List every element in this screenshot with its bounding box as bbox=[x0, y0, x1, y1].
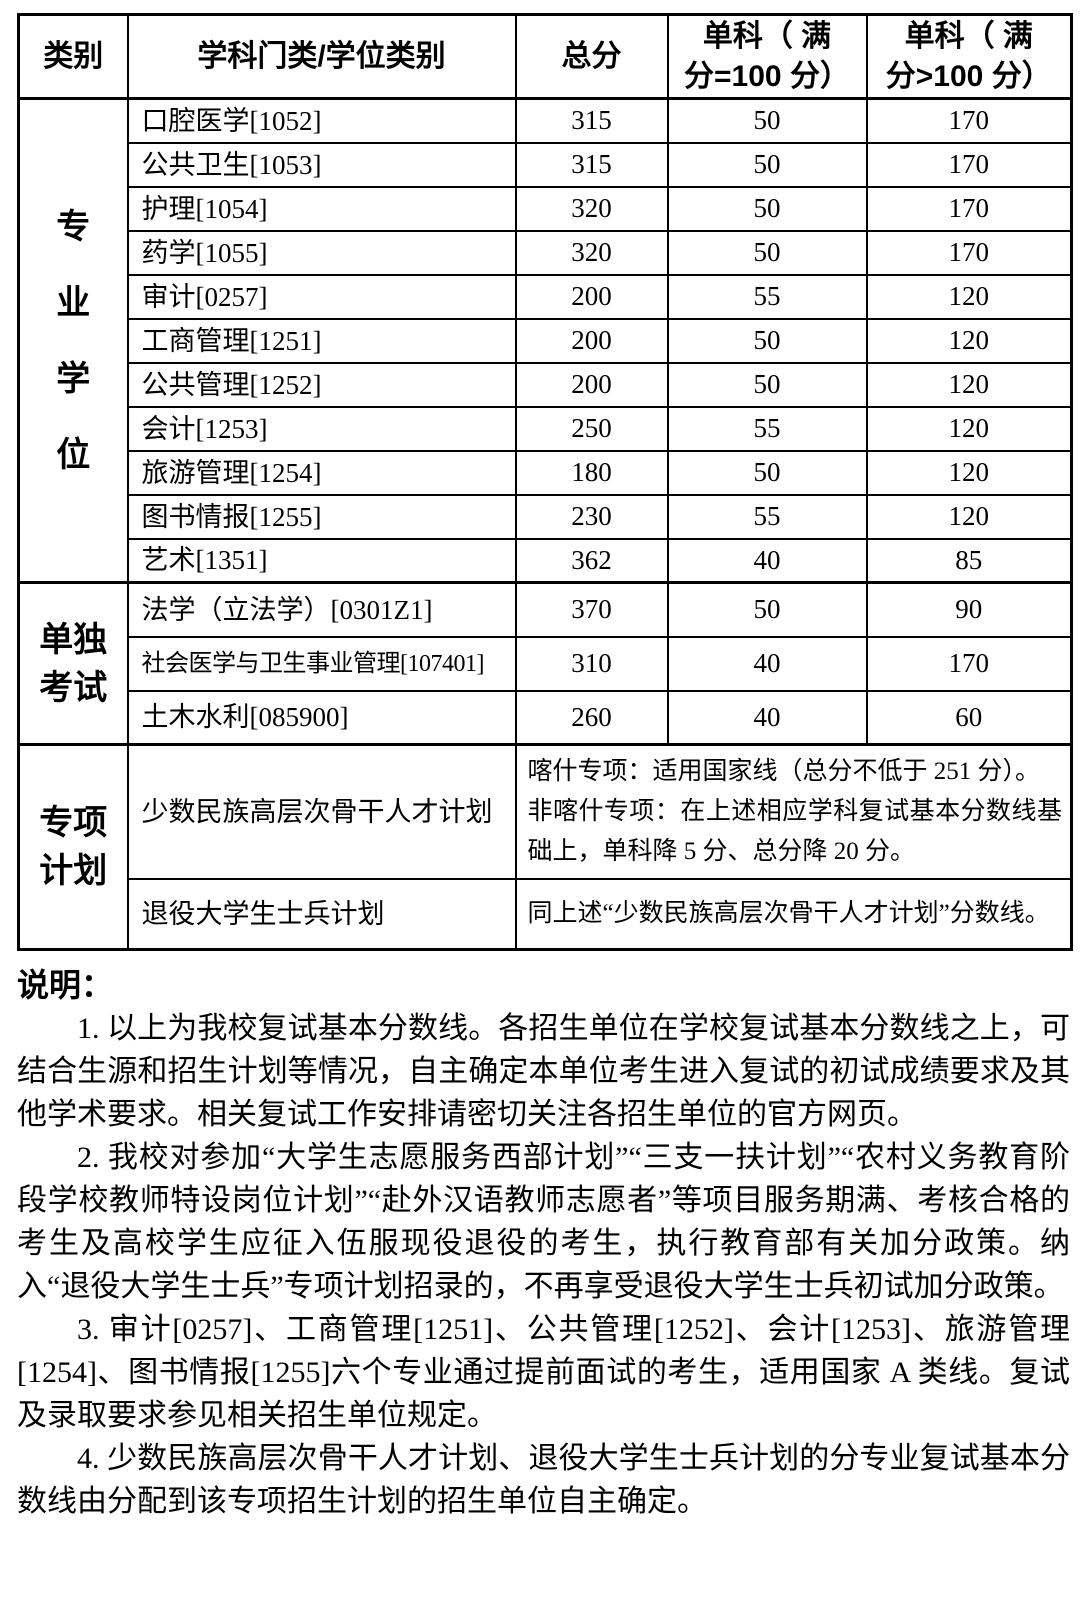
table-row: 退役大学生士兵计划 同上述“少数民族高层次骨干人才计划”分数线。 bbox=[19, 878, 1073, 950]
subject-cell: 社会医学与卫生事业管理[107401] bbox=[126, 635, 517, 692]
single-100-cell: 50 bbox=[666, 581, 868, 638]
total-score-cell: 260 bbox=[514, 689, 669, 746]
single-100-cell: 40 bbox=[666, 635, 868, 692]
subject-cell: 土木水利[085900] bbox=[126, 689, 517, 746]
subject-cell: 药学[1055] bbox=[126, 229, 517, 276]
subject-cell: 法学（立法学）[0301Z1] bbox=[126, 581, 517, 638]
single-100-cell: 55 bbox=[666, 273, 868, 320]
single-100-cell: 55 bbox=[666, 493, 868, 540]
single-100plus-cell: 170 bbox=[865, 635, 1073, 692]
single-100plus-cell: 120 bbox=[865, 273, 1073, 320]
table-row: 工商管理[1251] 200 50 120 bbox=[19, 317, 1073, 364]
single-100plus-cell: 85 bbox=[865, 537, 1073, 584]
subject-cell: 审计[0257] bbox=[126, 273, 517, 320]
single-100plus-cell: 90 bbox=[865, 581, 1073, 638]
table-row: 单独 考试 法学（立法学）[0301Z1] 370 50 90 bbox=[17, 581, 1073, 746]
total-score-cell: 320 bbox=[514, 185, 669, 232]
note-paragraph-4: 4. 少数民族高层次骨干人才计划、退役大学生士兵计划的分专业复试基本分数线由分配… bbox=[17, 1441, 1070, 1518]
score-cutoff-table: 类别 学科门类/学位类别 总分 单科（ 满 分=100 分） 单科（ 满 分>1… bbox=[17, 13, 1073, 951]
note-paragraph-3: 3. 审计[0257]、工商管理[1251]、公共管理[1252]、会计[125… bbox=[17, 1312, 1070, 1432]
single-100plus-cell: 170 bbox=[865, 229, 1073, 276]
total-score-cell: 310 bbox=[514, 635, 669, 692]
single-100-cell: 50 bbox=[666, 97, 868, 144]
category-label: 专 业 学 位 bbox=[56, 207, 91, 474]
single-100plus-cell: 170 bbox=[865, 141, 1073, 188]
total-score-cell: 370 bbox=[514, 581, 669, 638]
category-special-program: 专项 计划 bbox=[17, 743, 129, 950]
subject-cell: 少数民族高层次骨干人才计划 bbox=[126, 743, 517, 880]
category-label: 专项 计划 bbox=[39, 803, 108, 890]
subject-cell: 图书情报[1255] bbox=[126, 493, 517, 540]
header-total-score: 总分 bbox=[514, 13, 669, 100]
single-100-cell: 50 bbox=[666, 229, 868, 276]
total-score-cell: 200 bbox=[514, 317, 669, 364]
table-row: 公共管理[1252] 200 50 120 bbox=[19, 361, 1073, 408]
category-professional-degree: 专 业 学 位 bbox=[17, 97, 129, 584]
total-score-cell: 315 bbox=[514, 141, 669, 188]
table-row: 专项 计划 少数民族高层次骨干人才计划 喀什专项：适用国家线（总分不低于 251… bbox=[17, 743, 1073, 950]
header-discipline: 学科门类/学位类别 bbox=[126, 13, 517, 100]
header-single-subject-eq-100: 单科（ 满 分=100 分） bbox=[666, 13, 868, 100]
category-label: 单独 考试 bbox=[39, 620, 108, 707]
subject-cell: 退役大学生士兵计划 bbox=[126, 878, 517, 950]
table-row: 药学[1055] 320 50 170 bbox=[19, 229, 1073, 276]
table-row: 土木水利[085900] 260 40 60 bbox=[19, 689, 1073, 746]
single-100plus-cell: 120 bbox=[865, 405, 1073, 452]
single-100plus-cell: 120 bbox=[865, 493, 1073, 540]
table-row: 公共卫生[1053] 315 50 170 bbox=[19, 141, 1073, 188]
subject-cell: 公共卫生[1053] bbox=[126, 141, 517, 188]
subject-cell: 口腔医学[1052] bbox=[126, 97, 517, 144]
table-body: 专 业 学 位 口腔医学[1052] 315 50 170 公共卫生[1053]… bbox=[17, 97, 1073, 950]
subject-cell: 工商管理[1251] bbox=[126, 317, 517, 364]
special-rule-cell: 喀什专项：适用国家线（总分不低于 251 分）。 非喀什专项：在上述相应学科复试… bbox=[514, 743, 1073, 880]
total-score-cell: 180 bbox=[514, 449, 669, 496]
table-row: 护理[1054] 320 50 170 bbox=[19, 185, 1073, 232]
subject-cell: 护理[1054] bbox=[126, 185, 517, 232]
table-row: 图书情报[1255] 230 55 120 bbox=[19, 493, 1073, 540]
single-100-cell: 50 bbox=[666, 449, 868, 496]
single-100plus-cell: 120 bbox=[865, 317, 1073, 364]
single-100-cell: 50 bbox=[666, 185, 868, 232]
table-row: 艺术[1351] 362 40 85 bbox=[19, 537, 1073, 584]
single-100plus-cell: 120 bbox=[865, 449, 1073, 496]
single-100plus-cell: 60 bbox=[865, 689, 1073, 746]
total-score-cell: 320 bbox=[514, 229, 669, 276]
subject-cell: 公共管理[1252] bbox=[126, 361, 517, 408]
total-score-cell: 362 bbox=[514, 537, 669, 584]
table-row: 旅游管理[1254] 180 50 120 bbox=[19, 449, 1073, 496]
subject-cell: 艺术[1351] bbox=[126, 537, 517, 584]
table-row: 审计[0257] 200 55 120 bbox=[19, 273, 1073, 320]
total-score-cell: 230 bbox=[514, 493, 669, 540]
total-score-cell: 250 bbox=[514, 405, 669, 452]
header-category: 类别 bbox=[17, 13, 129, 100]
single-100-cell: 50 bbox=[666, 141, 868, 188]
single-100-cell: 55 bbox=[666, 405, 868, 452]
subject-cell: 会计[1253] bbox=[126, 405, 517, 452]
special-rule-cell: 同上述“少数民族高层次骨干人才计划”分数线。 bbox=[514, 878, 1073, 950]
table-row: 专 业 学 位 口腔医学[1052] 315 50 170 bbox=[17, 97, 1073, 584]
total-score-cell: 200 bbox=[514, 273, 669, 320]
single-100plus-cell: 120 bbox=[865, 361, 1073, 408]
header-single-subject-gt-100: 单科（ 满 分>100 分） bbox=[865, 13, 1073, 100]
total-score-cell: 315 bbox=[514, 97, 669, 144]
table-row: 会计[1253] 250 55 120 bbox=[19, 405, 1073, 452]
notes-heading: 说明： bbox=[17, 966, 114, 1003]
single-100plus-cell: 170 bbox=[865, 185, 1073, 232]
total-score-cell: 200 bbox=[514, 361, 669, 408]
note-paragraph-2: 2. 我校对参加“大学生志愿服务西部计划”“三支一扶计划”“农村义务教育阶段学校… bbox=[17, 1140, 1070, 1303]
single-100plus-cell: 170 bbox=[865, 97, 1073, 144]
header-row: 类别 学科门类/学位类别 总分 单科（ 满 分=100 分） 单科（ 满 分>1… bbox=[17, 13, 1073, 100]
single-100-cell: 40 bbox=[666, 689, 868, 746]
table-header: 类别 学科门类/学位类别 总分 单科（ 满 分=100 分） 单科（ 满 分>1… bbox=[17, 13, 1073, 100]
subject-cell: 旅游管理[1254] bbox=[126, 449, 517, 496]
note-paragraph-1: 1. 以上为我校复试基本分数线。各招生单位在学校复试基本分数线之上，可结合生源和… bbox=[17, 1011, 1070, 1131]
single-100-cell: 50 bbox=[666, 317, 868, 364]
single-100-cell: 40 bbox=[666, 537, 868, 584]
notes-section: 说明： 1. 以上为我校复试基本分数线。各招生单位在学校复试基本分数线之上，可结… bbox=[17, 963, 1070, 1523]
single-100-cell: 50 bbox=[666, 361, 868, 408]
table-row: 社会医学与卫生事业管理[107401] 310 40 170 bbox=[19, 635, 1073, 692]
category-separate-exam: 单独 考试 bbox=[17, 581, 129, 746]
